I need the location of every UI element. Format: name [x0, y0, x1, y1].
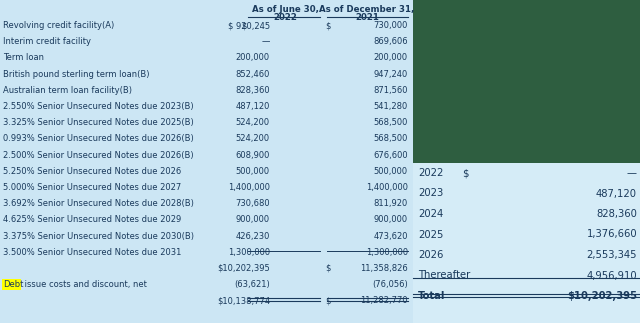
- Text: —: —: [627, 168, 637, 178]
- Text: 3.375% Senior Unsecured Notes due 2030(B): 3.375% Senior Unsecured Notes due 2030(B…: [3, 232, 194, 241]
- Text: As of December 31,: As of December 31,: [319, 5, 415, 14]
- Text: 524,200: 524,200: [236, 134, 270, 143]
- Text: 4,956,910: 4,956,910: [586, 270, 637, 280]
- Text: 1,400,000: 1,400,000: [228, 183, 270, 192]
- Text: 200,000: 200,000: [236, 53, 270, 62]
- Text: 2025: 2025: [418, 230, 444, 239]
- Text: 2022: 2022: [418, 168, 444, 178]
- Text: $ 920,245: $ 920,245: [228, 21, 270, 30]
- Text: 871,560: 871,560: [374, 86, 408, 95]
- Text: 730,000: 730,000: [374, 21, 408, 30]
- Text: 487,120: 487,120: [596, 189, 637, 199]
- Text: $: $: [325, 21, 330, 30]
- Text: 2.500% Senior Unsecured Notes due 2026(B): 2.500% Senior Unsecured Notes due 2026(B…: [3, 151, 194, 160]
- Text: 426,230: 426,230: [236, 232, 270, 241]
- Text: 568,500: 568,500: [374, 118, 408, 127]
- Text: Debt: Debt: [3, 280, 24, 289]
- Text: $10,138,774: $10,138,774: [217, 297, 270, 306]
- Text: (63,621): (63,621): [234, 280, 270, 289]
- Text: 3.692% Senior Unsecured Notes due 2028(B): 3.692% Senior Unsecured Notes due 2028(B…: [3, 199, 194, 208]
- Text: 2022: 2022: [273, 13, 297, 22]
- Text: $: $: [325, 264, 330, 273]
- Bar: [413, 0, 640, 163]
- Text: $: $: [325, 297, 330, 306]
- Text: $: $: [462, 168, 468, 178]
- Text: 828,360: 828,360: [236, 86, 270, 95]
- Text: issue costs and discount, net: issue costs and discount, net: [22, 280, 147, 289]
- Bar: [413, 163, 640, 323]
- Text: 1,300,000: 1,300,000: [228, 248, 270, 257]
- Text: British pound sterling term loan(B): British pound sterling term loan(B): [3, 69, 150, 78]
- Text: 852,460: 852,460: [236, 69, 270, 78]
- Text: 11,282,770: 11,282,770: [360, 297, 408, 306]
- Text: 11,358,826: 11,358,826: [360, 264, 408, 273]
- Text: 1,300,000: 1,300,000: [366, 248, 408, 257]
- Text: 487,120: 487,120: [236, 102, 270, 111]
- Text: 947,240: 947,240: [374, 69, 408, 78]
- Text: 0.993% Senior Unsecured Notes due 2026(B): 0.993% Senior Unsecured Notes due 2026(B…: [3, 134, 194, 143]
- Text: 730,680: 730,680: [236, 199, 270, 208]
- Text: Thereafter: Thereafter: [418, 270, 470, 280]
- Text: $10,202,395: $10,202,395: [567, 291, 637, 301]
- Text: 811,920: 811,920: [374, 199, 408, 208]
- Text: 473,620: 473,620: [374, 232, 408, 241]
- Text: 500,000: 500,000: [236, 167, 270, 176]
- Bar: [2, 279, 21, 290]
- Text: $10,202,395: $10,202,395: [217, 264, 270, 273]
- Text: 3.500% Senior Unsecured Notes due 2031: 3.500% Senior Unsecured Notes due 2031: [3, 248, 181, 257]
- Text: 900,000: 900,000: [374, 215, 408, 224]
- Text: 1,400,000: 1,400,000: [366, 183, 408, 192]
- Text: 1,376,660: 1,376,660: [586, 230, 637, 239]
- Text: 2026: 2026: [418, 250, 444, 260]
- Text: 3.325% Senior Unsecured Notes due 2025(B): 3.325% Senior Unsecured Notes due 2025(B…: [3, 118, 194, 127]
- Text: $: $: [241, 21, 246, 30]
- Text: 2021: 2021: [355, 13, 379, 22]
- Text: 900,000: 900,000: [236, 215, 270, 224]
- Text: Term loan: Term loan: [3, 53, 44, 62]
- Text: 869,606: 869,606: [373, 37, 408, 46]
- Text: As of June 30,: As of June 30,: [252, 5, 319, 14]
- Text: Interim credit facility: Interim credit facility: [3, 37, 91, 46]
- Text: 2024: 2024: [418, 209, 444, 219]
- Text: —: —: [262, 37, 270, 46]
- Text: 2.550% Senior Unsecured Notes due 2023(B): 2.550% Senior Unsecured Notes due 2023(B…: [3, 102, 194, 111]
- Text: 200,000: 200,000: [374, 53, 408, 62]
- Text: Total: Total: [418, 291, 445, 301]
- Text: 568,500: 568,500: [374, 134, 408, 143]
- Text: 828,360: 828,360: [596, 209, 637, 219]
- Text: Revolving credit facility(A): Revolving credit facility(A): [3, 21, 115, 30]
- Text: 541,280: 541,280: [374, 102, 408, 111]
- Bar: [0, 0, 413, 323]
- Text: 5.000% Senior Unsecured Notes due 2027: 5.000% Senior Unsecured Notes due 2027: [3, 183, 181, 192]
- Text: 5.250% Senior Unsecured Notes due 2026: 5.250% Senior Unsecured Notes due 2026: [3, 167, 181, 176]
- Text: 676,600: 676,600: [373, 151, 408, 160]
- Text: (76,056): (76,056): [372, 280, 408, 289]
- Text: Australian term loan facility(B): Australian term loan facility(B): [3, 86, 132, 95]
- Text: 2023: 2023: [418, 189, 444, 199]
- Text: 2,553,345: 2,553,345: [586, 250, 637, 260]
- Text: 4.625% Senior Unsecured Notes due 2029: 4.625% Senior Unsecured Notes due 2029: [3, 215, 181, 224]
- Text: 524,200: 524,200: [236, 118, 270, 127]
- Text: 608,900: 608,900: [236, 151, 270, 160]
- Text: 500,000: 500,000: [374, 167, 408, 176]
